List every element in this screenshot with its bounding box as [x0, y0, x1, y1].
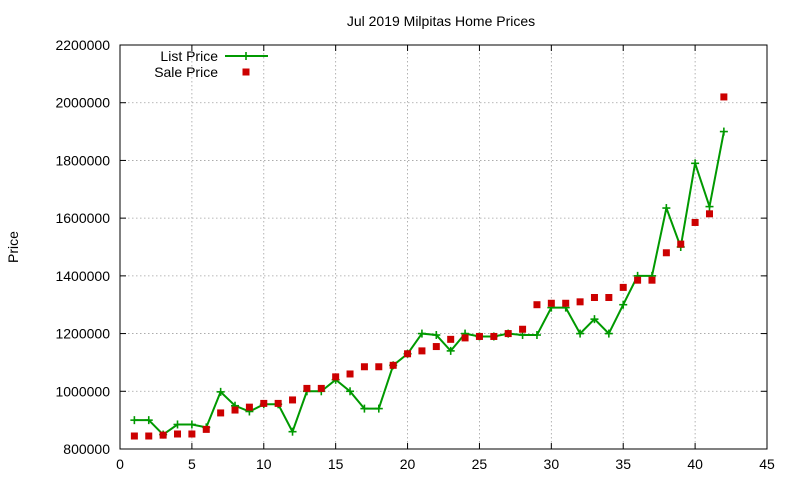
sale-price-point [519, 325, 527, 333]
list-price-point [374, 404, 383, 413]
y-tick-label: 1400000 [55, 268, 110, 284]
sale-price-point [475, 332, 483, 340]
list-price-point [590, 315, 599, 324]
sale-price-point [662, 249, 670, 257]
list-price-line [134, 131, 725, 436]
x-tick-label: 35 [615, 456, 631, 472]
list-price-point [417, 329, 426, 338]
sale-price-point [130, 432, 138, 440]
list-price-point [144, 416, 153, 425]
sale-price-point [174, 430, 182, 438]
x-tick-label: 25 [472, 456, 488, 472]
series-sale-price [130, 93, 728, 440]
sale-price-point [634, 276, 642, 284]
sale-price-point [461, 334, 469, 342]
sale-price-point [619, 283, 627, 291]
list-price-point [173, 420, 182, 429]
sale-price-point [490, 332, 498, 340]
x-tick-label: 20 [400, 456, 416, 472]
x-tick-label: 30 [544, 456, 560, 472]
sale-price-point [576, 298, 584, 306]
legend-label-sale-price: Sale Price [154, 64, 218, 80]
list-price-point [662, 204, 671, 213]
x-tick-label: 45 [759, 456, 775, 472]
list-price-point [360, 404, 369, 413]
sale-price-point [145, 432, 153, 440]
y-tick-label: 2000000 [55, 95, 110, 111]
x-tick-label: 0 [116, 456, 124, 472]
sale-price-point [260, 399, 268, 407]
sale-price-point [677, 240, 685, 248]
sale-price-point [418, 347, 426, 355]
sale-price-point [547, 299, 555, 307]
list-price-point [619, 300, 628, 309]
sale-price-point [375, 363, 383, 371]
sale-price-point [648, 276, 656, 284]
sale-price-point [159, 431, 167, 439]
list-price-point [576, 329, 585, 338]
sale-price-point [217, 409, 225, 417]
sale-price-point [245, 403, 253, 411]
x-tick-label: 10 [256, 456, 272, 472]
sale-price-point [432, 343, 440, 351]
sale-price-point [605, 294, 613, 301]
x-tick-label: 40 [687, 456, 703, 472]
sale-price-point [691, 218, 699, 226]
y-tick-label: 2200000 [55, 37, 110, 53]
list-price-point [346, 387, 355, 396]
sale-price-point [317, 384, 325, 392]
sale-price-point [447, 335, 455, 343]
tick-labels: 0 5 10 15 20 25 30 35 40 45 800000 1000000 1200000 14… [55, 37, 775, 472]
list-price-point [532, 331, 541, 340]
sale-price-point [562, 299, 570, 307]
x-tick-label: 15 [328, 456, 344, 472]
sale-price-point [231, 406, 239, 414]
sale-price-point [720, 93, 728, 101]
sale-price-point [504, 330, 512, 338]
sale-price-point [289, 396, 297, 404]
sale-price-point [360, 363, 368, 371]
y-tick-label: 800000 [63, 441, 110, 457]
sale-price-point [705, 210, 713, 218]
axes [119, 44, 768, 450]
sale-price-point [533, 301, 541, 309]
list-price-point [216, 387, 225, 396]
list-price-point [130, 416, 139, 425]
legend-swatch-sale-price [242, 68, 250, 76]
y-tick-label: 1600000 [55, 210, 110, 226]
list-price-point [705, 202, 714, 211]
legend: List Price Sale Price [154, 48, 268, 80]
sale-price-point [590, 294, 598, 301]
sale-price-point [346, 370, 354, 378]
chart-title: Jul 2019 Milpitas Home Prices [347, 13, 535, 29]
legend-label-list-price: List Price [160, 48, 218, 64]
sale-price-point [202, 425, 210, 433]
y-tick-label: 1000000 [55, 383, 110, 399]
y-tick-label: 1200000 [55, 326, 110, 342]
list-price-point [432, 331, 441, 340]
plot-frame [119, 44, 768, 450]
sale-price-point [332, 373, 340, 381]
sale-price-point [303, 384, 311, 392]
sale-price-point [389, 361, 397, 369]
list-price-point [604, 329, 613, 338]
list-price-point [719, 127, 728, 136]
y-tick-label: 1800000 [55, 152, 110, 168]
list-price-point [288, 427, 297, 436]
list-price-point [691, 159, 700, 168]
list-price-point [446, 346, 455, 355]
sale-price-point [274, 399, 282, 407]
list-price-point [187, 420, 196, 429]
sale-price-point [404, 350, 412, 358]
x-tick-label: 5 [188, 456, 196, 472]
sale-price-point [188, 430, 196, 438]
y-axis-label: Price [5, 231, 21, 263]
